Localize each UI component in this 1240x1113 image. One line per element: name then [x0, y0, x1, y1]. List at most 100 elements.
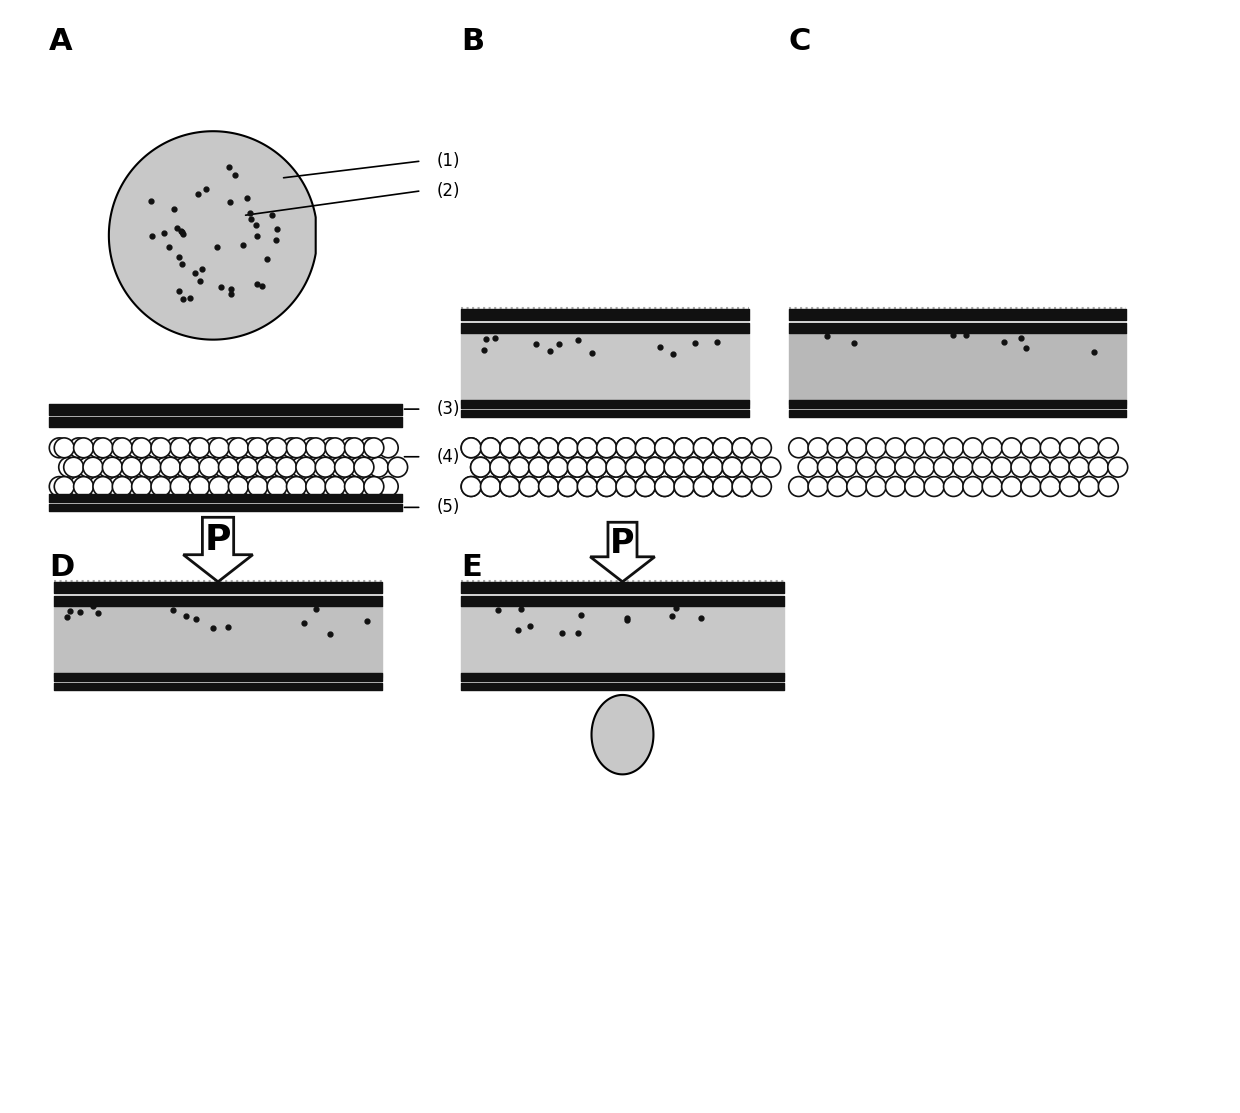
Circle shape — [461, 437, 481, 457]
Circle shape — [520, 437, 539, 457]
Circle shape — [924, 476, 944, 496]
Circle shape — [606, 457, 626, 477]
Circle shape — [558, 476, 578, 496]
Circle shape — [827, 437, 847, 457]
Circle shape — [520, 476, 539, 496]
Circle shape — [306, 437, 326, 457]
Circle shape — [68, 437, 88, 457]
Circle shape — [490, 457, 510, 477]
Circle shape — [170, 476, 190, 496]
Text: B: B — [461, 27, 485, 56]
Circle shape — [1107, 457, 1127, 477]
Circle shape — [645, 457, 665, 477]
Circle shape — [963, 437, 983, 457]
Circle shape — [151, 476, 171, 496]
Circle shape — [510, 457, 529, 477]
Text: (3): (3) — [436, 400, 460, 418]
Circle shape — [267, 437, 286, 457]
Circle shape — [471, 457, 491, 477]
Circle shape — [934, 457, 954, 477]
Circle shape — [195, 457, 215, 477]
Circle shape — [693, 476, 713, 496]
Circle shape — [675, 437, 694, 457]
Circle shape — [742, 457, 761, 477]
Circle shape — [751, 437, 771, 457]
Circle shape — [972, 457, 992, 477]
Circle shape — [856, 457, 877, 477]
Circle shape — [924, 437, 944, 457]
Circle shape — [200, 457, 219, 477]
Circle shape — [693, 437, 713, 457]
Circle shape — [578, 437, 598, 457]
Text: C: C — [789, 27, 811, 56]
Circle shape — [528, 457, 548, 477]
Circle shape — [578, 437, 598, 457]
Circle shape — [722, 457, 742, 477]
Text: (1): (1) — [436, 152, 460, 170]
Circle shape — [490, 457, 510, 477]
Circle shape — [210, 437, 229, 457]
Text: D: D — [50, 553, 74, 582]
Circle shape — [55, 437, 74, 457]
Circle shape — [190, 476, 210, 496]
Circle shape — [905, 437, 925, 457]
Circle shape — [500, 437, 520, 457]
Circle shape — [272, 457, 291, 477]
Circle shape — [223, 437, 243, 457]
Circle shape — [655, 437, 675, 457]
Circle shape — [296, 457, 316, 477]
Circle shape — [914, 457, 934, 477]
Circle shape — [248, 437, 268, 457]
Circle shape — [286, 476, 306, 496]
Circle shape — [510, 457, 529, 477]
Circle shape — [905, 476, 925, 496]
Circle shape — [73, 437, 93, 457]
Circle shape — [73, 476, 93, 496]
Circle shape — [310, 457, 330, 477]
Circle shape — [471, 457, 491, 477]
Circle shape — [63, 457, 83, 477]
Circle shape — [538, 476, 558, 496]
Circle shape — [108, 476, 128, 496]
Circle shape — [885, 437, 905, 457]
Circle shape — [277, 457, 296, 477]
Circle shape — [847, 476, 867, 496]
Circle shape — [461, 437, 481, 457]
Circle shape — [205, 437, 224, 457]
Circle shape — [117, 457, 136, 477]
Circle shape — [635, 476, 655, 496]
Circle shape — [358, 476, 378, 496]
Circle shape — [262, 437, 281, 457]
Circle shape — [1060, 476, 1080, 496]
Circle shape — [93, 437, 113, 457]
Circle shape — [548, 457, 568, 477]
Circle shape — [606, 457, 626, 477]
Circle shape — [558, 476, 578, 496]
Circle shape — [340, 476, 360, 496]
Circle shape — [301, 476, 321, 496]
Circle shape — [867, 476, 887, 496]
Circle shape — [693, 437, 713, 457]
Circle shape — [291, 457, 311, 477]
Circle shape — [635, 437, 655, 457]
Circle shape — [722, 457, 742, 477]
Circle shape — [160, 457, 180, 477]
Circle shape — [520, 476, 539, 496]
Circle shape — [713, 437, 733, 457]
Circle shape — [131, 437, 151, 457]
Circle shape — [335, 457, 355, 477]
Circle shape — [1079, 476, 1099, 496]
Circle shape — [340, 437, 360, 457]
Circle shape — [683, 457, 703, 477]
Circle shape — [175, 457, 195, 477]
Circle shape — [306, 476, 326, 496]
Circle shape — [165, 476, 185, 496]
Text: (2): (2) — [436, 181, 460, 199]
Circle shape — [665, 457, 684, 477]
Circle shape — [368, 457, 388, 477]
Circle shape — [1002, 437, 1022, 457]
Circle shape — [675, 476, 694, 496]
Circle shape — [1021, 437, 1040, 457]
Circle shape — [808, 437, 828, 457]
Circle shape — [88, 476, 108, 496]
